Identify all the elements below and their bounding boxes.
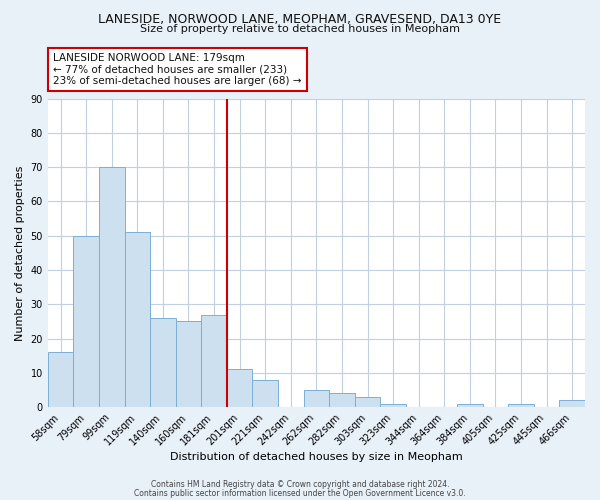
Bar — [201, 314, 227, 407]
Text: Contains public sector information licensed under the Open Government Licence v3: Contains public sector information licen… — [134, 488, 466, 498]
Bar — [457, 404, 482, 407]
Bar — [559, 400, 585, 407]
Bar — [73, 236, 99, 407]
Bar — [99, 167, 125, 407]
Text: LANESIDE NORWOOD LANE: 179sqm
← 77% of detached houses are smaller (233)
23% of : LANESIDE NORWOOD LANE: 179sqm ← 77% of d… — [53, 53, 302, 86]
Bar — [380, 404, 406, 407]
Bar — [176, 322, 201, 407]
Bar — [227, 370, 253, 407]
Bar — [253, 380, 278, 407]
Bar — [355, 397, 380, 407]
Bar — [304, 390, 329, 407]
Text: Size of property relative to detached houses in Meopham: Size of property relative to detached ho… — [140, 24, 460, 34]
Bar — [150, 318, 176, 407]
X-axis label: Distribution of detached houses by size in Meopham: Distribution of detached houses by size … — [170, 452, 463, 462]
Bar — [329, 394, 355, 407]
Bar — [125, 232, 150, 407]
Text: LANESIDE, NORWOOD LANE, MEOPHAM, GRAVESEND, DA13 0YE: LANESIDE, NORWOOD LANE, MEOPHAM, GRAVESE… — [98, 12, 502, 26]
Bar — [508, 404, 534, 407]
Text: Contains HM Land Registry data © Crown copyright and database right 2024.: Contains HM Land Registry data © Crown c… — [151, 480, 449, 489]
Bar — [48, 352, 73, 407]
Y-axis label: Number of detached properties: Number of detached properties — [15, 165, 25, 340]
